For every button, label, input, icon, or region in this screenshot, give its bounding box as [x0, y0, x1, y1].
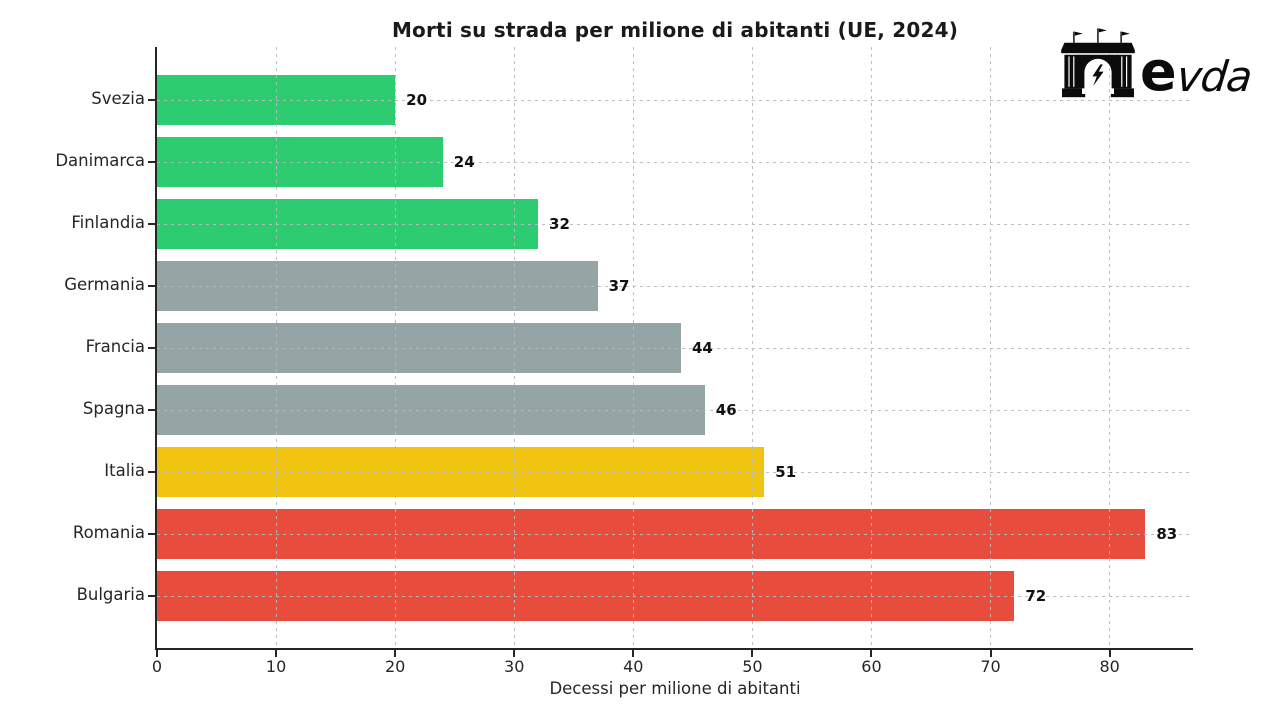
- y-tick-label: Svezia: [91, 89, 145, 108]
- x-tick-label: 70: [980, 657, 1001, 676]
- bar-value-label: 32: [549, 215, 570, 233]
- bar-value-label: 72: [1025, 587, 1047, 605]
- plot-area: 20 24 32 37 44 46 51 83 72: [157, 47, 1193, 648]
- x-tick-label: 60: [861, 657, 882, 676]
- y-tick-mark: [148, 595, 155, 597]
- bar-bulgaria: [157, 571, 1015, 621]
- x-tick-mark: [156, 650, 158, 657]
- x-tick-label: 80: [1099, 657, 1120, 676]
- y-tick-mark: [148, 223, 155, 225]
- bar-italia: [157, 447, 765, 497]
- y-tick-label: Francia: [85, 337, 145, 356]
- y-tick-mark: [148, 533, 155, 535]
- x-tick-mark: [751, 650, 754, 657]
- x-tick-label: 10: [265, 657, 287, 676]
- x-tick-mark: [394, 650, 397, 657]
- y-tick-label: Germania: [64, 275, 145, 294]
- y-tick-label: Italia: [104, 461, 145, 480]
- logo: e vda: [1058, 26, 1254, 106]
- bar-danimarca: [157, 137, 443, 187]
- y-tick-label: Spagna: [82, 399, 145, 418]
- x-tick-mark: [1108, 650, 1111, 657]
- bar-romania: [157, 509, 1146, 559]
- x-tick-label: 20: [384, 657, 406, 676]
- x-tick-mark: [989, 650, 992, 657]
- y-tick-mark: [148, 409, 155, 411]
- x-tick-mark: [275, 650, 278, 657]
- x-tick-mark: [870, 650, 873, 657]
- x-axis-label: Decessi per milione di abitanti: [549, 679, 801, 698]
- x-tick-label: 50: [742, 657, 763, 676]
- x-tick-label: 40: [623, 657, 644, 676]
- bar-value-label: 24: [453, 153, 475, 171]
- bar-germania: [157, 261, 598, 311]
- y-tick-label: Danimarca: [55, 151, 145, 170]
- bar-value-label: 37: [608, 277, 630, 295]
- logo-text-vda: vda: [1174, 51, 1254, 101]
- y-axis-spine: [155, 47, 157, 650]
- bar-value-label: 44: [691, 339, 713, 357]
- bar-value-label: 51: [775, 463, 797, 481]
- bar-spagna: [157, 385, 705, 435]
- y-tick-mark: [148, 347, 155, 349]
- y-tick-mark: [148, 99, 155, 101]
- bar-finlandia: [157, 199, 539, 249]
- x-axis-spine: [155, 648, 1193, 650]
- bar-value-label: 20: [406, 91, 428, 109]
- bar-francia: [157, 323, 681, 373]
- y-tick-mark: [148, 161, 155, 163]
- y-tick-mark: [148, 471, 155, 473]
- y-tick-label: Romania: [72, 523, 145, 542]
- y-tick-mark: [148, 285, 155, 287]
- y-tick-label: Finlandia: [71, 213, 145, 232]
- arch-monument-icon: [1061, 28, 1135, 98]
- x-tick-mark: [632, 650, 635, 657]
- x-tick-label: 0: [151, 657, 163, 676]
- bar-value-label: 83: [1156, 525, 1178, 543]
- logo-text-e: e: [1140, 40, 1177, 104]
- y-tick-label: Bulgaria: [76, 585, 145, 604]
- chart-title: Morti su strada per milione di abitanti …: [391, 18, 959, 42]
- x-tick-label: 30: [504, 657, 525, 676]
- bar-svezia: [157, 75, 396, 125]
- x-tick-mark: [513, 650, 516, 657]
- bar-value-label: 46: [715, 401, 737, 419]
